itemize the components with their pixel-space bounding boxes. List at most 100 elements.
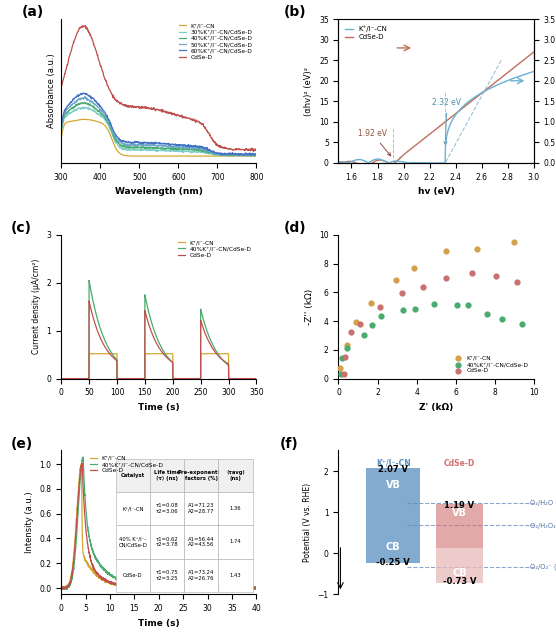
Bar [436, 504, 483, 583]
40%K⁺/I⁻-CN/CdSe-D [152, 331, 159, 339]
K⁺/I⁻-CN [153, 585, 160, 592]
K⁺/I⁻-CN [441, 245, 450, 256]
K⁺/I⁻-CN [247, 585, 254, 592]
CdSe-D [68, 574, 75, 582]
30%K⁺/I⁻-CN/CdSe-D [228, 153, 235, 160]
K⁺/I⁻-CN [229, 152, 235, 160]
60%K⁺/I⁻-CN/CdSe-D [253, 150, 260, 158]
K⁺/I⁻-CN [58, 135, 64, 143]
Text: (f): (f) [280, 436, 299, 450]
K⁺/I⁻-CN [148, 583, 155, 591]
CdSe-D [347, 327, 356, 337]
K⁺/I⁻-CN [146, 152, 153, 160]
CdSe-D [253, 583, 260, 591]
K⁺/I⁻-CN [352, 317, 361, 327]
50%K⁺/I⁻-CN/CdSe-D [146, 142, 153, 150]
40%K⁺/I⁻-CN/CdSe-D [253, 583, 260, 591]
Line: 50%K⁺/I⁻-CN/CdSe-D: 50%K⁺/I⁻-CN/CdSe-D [61, 96, 256, 156]
Y-axis label: Potential (V vs. RHE): Potential (V vs. RHE) [303, 483, 312, 562]
Line: 30%K⁺/I⁻-CN/CdSe-D: 30%K⁺/I⁻-CN/CdSe-D [61, 107, 256, 157]
CdSe-D [146, 105, 153, 112]
X-axis label: Time (s): Time (s) [138, 403, 180, 412]
30%K⁺/I⁻-CN/CdSe-D [146, 146, 153, 153]
40%K⁺/I⁻-CN/CdSe-D [148, 582, 155, 590]
K⁺/I⁻-CN [253, 152, 260, 160]
K⁺/I⁻-CN [136, 374, 142, 382]
40%K⁺/I⁻-CN/CdSe-D [68, 374, 75, 382]
K⁺/I⁻-CN [473, 243, 482, 254]
CdSe-D [341, 351, 350, 362]
40%K⁺/I⁻-CN/CdSe-D [253, 151, 260, 159]
50%K⁺/I⁻-CN/CdSe-D [240, 152, 246, 160]
50%K⁺/I⁻-CN/CdSe-D [173, 142, 180, 150]
30%K⁺/I⁻-CN/CdSe-D [80, 103, 86, 111]
Y-axis label: Current density (μA/cm²): Current density (μA/cm²) [32, 259, 41, 355]
Legend: K⁺/I⁻-CN, 30%K⁺/I⁻-CN/CdSe-D, 40%K⁺/I⁻-CN/CdSe-D, 50%K⁺/I⁻-CN/CdSe-D, 60%K⁺/I⁻-C: K⁺/I⁻-CN, 30%K⁺/I⁻-CN/CdSe-D, 40%K⁺/I⁻-C… [178, 22, 254, 61]
X-axis label: Time (s): Time (s) [138, 619, 180, 627]
CdSe-D [80, 22, 86, 29]
40%K⁺/I⁻-CN/CdSe-D [153, 583, 160, 591]
Text: 1.19 V: 1.19 V [444, 501, 475, 510]
40%K⁺/I⁻-CN/CdSe-D [86, 277, 92, 284]
40%K⁺/I⁻-CN/CdSe-D [337, 353, 346, 363]
CdSe-D [205, 129, 212, 137]
Text: CB: CB [452, 568, 467, 578]
40%K⁺/I⁻-CN/CdSe-D [68, 578, 75, 585]
Line: K⁺/I⁻-CN: K⁺/I⁻-CN [61, 354, 256, 378]
CdSe-D [492, 271, 500, 281]
K⁺/I⁻-CN [68, 374, 75, 382]
40%K⁺/I⁻-CN/CdSe-D [212, 584, 219, 592]
K⁺/I⁻-CN [409, 263, 418, 273]
40%K⁺/I⁻-CN/CdSe-D [219, 587, 225, 594]
CdSe-D [356, 320, 365, 330]
K⁺/I⁻-CN [367, 298, 376, 308]
K⁺/I⁻-CN [68, 572, 75, 580]
40%K⁺/I⁻-CN/CdSe-D [81, 98, 88, 106]
Line: K⁺/I⁻-CN: K⁺/I⁻-CN [61, 464, 256, 590]
CdSe-D [468, 268, 477, 279]
Legend: K⁺/I⁻-CN, 40%K⁺/I⁻-CN/CdSe-D, CdSe-D: K⁺/I⁻-CN, 40%K⁺/I⁻-CN/CdSe-D, CdSe-D [453, 353, 531, 376]
Legend: K⁺/I⁻-CN, 40%K⁺/I⁻-CN/CdSe-D, CdSe-D: K⁺/I⁻-CN, 40%K⁺/I⁻-CN/CdSe-D, CdSe-D [87, 454, 166, 475]
40%K⁺/I⁻-CN/CdSe-D [93, 105, 100, 112]
K⁺/I⁻-CN [108, 135, 115, 142]
Text: CB: CB [386, 542, 400, 552]
K⁺/I⁻-CN [132, 374, 138, 382]
60%K⁺/I⁻-CN/CdSe-D [188, 143, 195, 151]
K⁺/I⁻-CN [205, 152, 212, 160]
CdSe-D [58, 374, 64, 382]
Text: 2.07 V: 2.07 V [378, 465, 408, 474]
K⁺/I⁻-CN [188, 152, 195, 160]
K⁺/I⁻-CN [190, 374, 197, 382]
CdSe-D [93, 47, 100, 54]
50%K⁺/I⁻-CN/CdSe-D [188, 143, 195, 151]
Line: 60%K⁺/I⁻-CN/CdSe-D: 60%K⁺/I⁻-CN/CdSe-D [61, 93, 256, 155]
Line: CdSe-D: CdSe-D [61, 301, 256, 378]
60%K⁺/I⁻-CN/CdSe-D [93, 97, 100, 105]
Line: K⁺/I⁻-CN: K⁺/I⁻-CN [61, 119, 256, 156]
K⁺/I⁻-CN [335, 363, 344, 373]
40%K⁺/I⁻-CN/CdSe-D [109, 350, 116, 358]
Line: CdSe-D: CdSe-D [61, 464, 256, 590]
CdSe-D [58, 584, 64, 592]
Text: (a): (a) [22, 5, 44, 19]
40%K⁺/I⁻-CN/CdSe-D [247, 583, 254, 591]
Line: 40%K⁺/I⁻-CN/CdSe-D: 40%K⁺/I⁻-CN/CdSe-D [61, 457, 256, 590]
CdSe-D [441, 273, 450, 284]
40%K⁺/I⁻-CN/CdSe-D [58, 374, 64, 382]
CdSe-D [340, 369, 349, 379]
40%K⁺/I⁻-CN/CdSe-D [58, 126, 64, 134]
40%K⁺/I⁻-CN/CdSe-D [498, 314, 507, 325]
Y-axis label: -Z'' (kΩ): -Z'' (kΩ) [305, 289, 314, 325]
CdSe-D [376, 302, 385, 312]
CdSe-D [250, 148, 257, 155]
Text: O₂/O₂⁻ (−0.33 V): O₂/O₂⁻ (−0.33 V) [530, 564, 556, 570]
Bar [436, 548, 483, 583]
K⁺/I⁻-CN [253, 584, 260, 592]
50%K⁺/I⁻-CN/CdSe-D [253, 151, 260, 159]
40%K⁺/I⁻-CN/CdSe-D [410, 304, 419, 314]
40%K⁺/I⁻-CN/CdSe-D [251, 152, 258, 160]
K⁺/I⁻-CN [391, 275, 400, 285]
40%K⁺/I⁻-CN/CdSe-D [173, 144, 180, 151]
CdSe-D [86, 297, 92, 305]
60%K⁺/I⁻-CN/CdSe-D [240, 151, 247, 159]
